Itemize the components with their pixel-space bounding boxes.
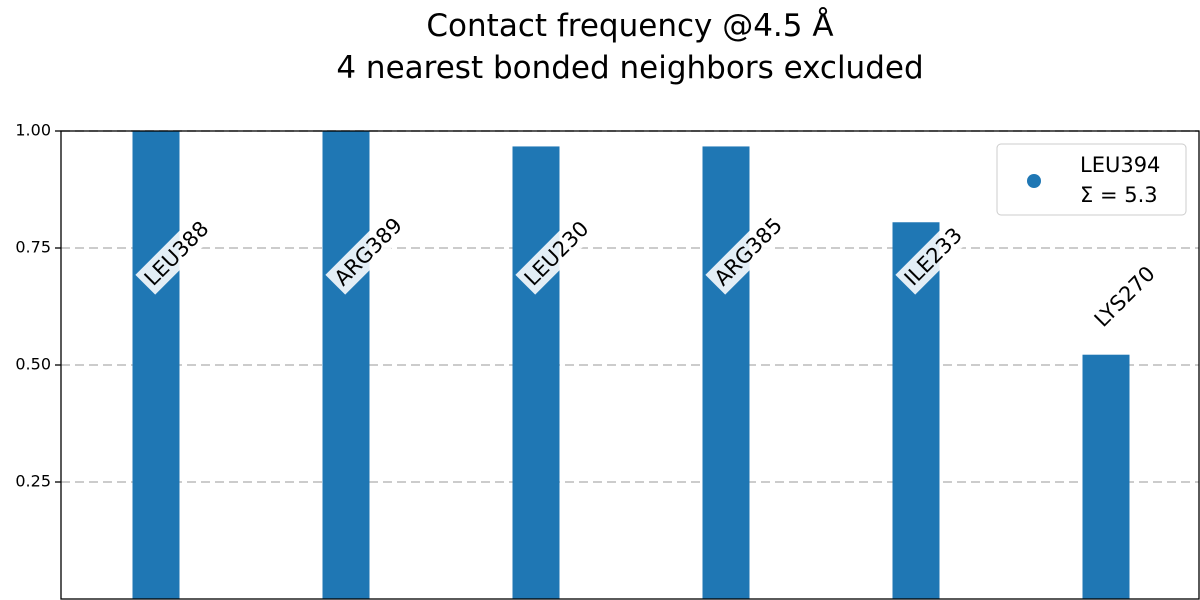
bar-lys270 [1082, 354, 1130, 599]
bar-label-background [1085, 257, 1164, 336]
bar-label-background [325, 208, 412, 295]
chart-title: Contact frequency @4.5 Å [426, 8, 833, 44]
bar-label-background [895, 218, 972, 295]
legend-series-name: LEU394 [1080, 153, 1160, 177]
bar-label-lys270: LYS270 [1085, 257, 1164, 336]
y-tick-label: 0.25 [15, 472, 51, 491]
y-tick-label: 0.50 [15, 355, 51, 374]
bar-label-text: LYS270 [1090, 262, 1160, 332]
bar-leu388 [132, 131, 180, 599]
legend-sum-label: Σ = 5.3 [1080, 183, 1158, 207]
bar-arg385 [702, 146, 750, 599]
bar-label-background [135, 212, 218, 295]
y-tick-label: 0.75 [15, 238, 51, 257]
bar-arg389 [322, 131, 370, 599]
y-tick-label: 1.00 [15, 121, 51, 140]
bar-label-background [705, 208, 792, 295]
chart-subtitle: 4 nearest bonded neighbors excluded [336, 50, 923, 86]
legend-box [996, 143, 1187, 216]
bars [132, 131, 1130, 599]
axes: 0.25 0.50 0.75 1.00 [15, 121, 1200, 600]
bar-leu230 [512, 146, 560, 599]
legend: LEU394 Σ = 5.3 [996, 143, 1187, 216]
bar-label-background [515, 212, 598, 295]
legend-marker [1027, 174, 1041, 188]
